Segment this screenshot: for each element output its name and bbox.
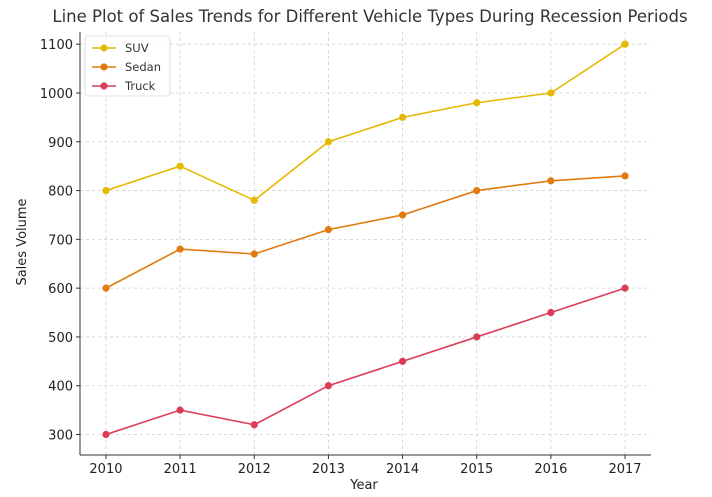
x-tick-label: 2015 — [460, 462, 493, 477]
y-tick-label: 500 — [48, 331, 73, 346]
series-line-truck — [105, 287, 626, 436]
grid-lines — [80, 32, 651, 455]
data-point-suv — [621, 40, 629, 48]
series-suv — [102, 40, 629, 204]
x-axis-label: Year — [349, 478, 378, 493]
data-point-suv — [324, 138, 333, 146]
chart-title: Line Plot of Sales Trends for Different … — [52, 7, 687, 26]
x-tick-label: 2017 — [608, 462, 641, 477]
data-point-truck — [473, 333, 481, 341]
data-point-sedan — [398, 211, 407, 219]
data-point-suv — [473, 99, 481, 107]
x-tick-label: 2013 — [312, 462, 345, 477]
data-point-sedan — [324, 225, 333, 234]
y-tick-label: 1100 — [40, 38, 73, 53]
data-point-truck — [102, 430, 110, 439]
data-point-truck — [621, 284, 629, 292]
data-point-suv — [102, 186, 110, 195]
x-tick-label: 2011 — [164, 462, 197, 477]
legend-label-suv: SUV — [125, 41, 149, 55]
data-point-sedan — [473, 186, 481, 195]
data-point-truck — [324, 382, 333, 390]
data-point-truck — [398, 357, 407, 365]
x-tick-label: 2012 — [238, 462, 271, 477]
y-tick-label: 400 — [48, 380, 73, 395]
x-tick-label: 2016 — [534, 462, 567, 477]
data-point-truck — [547, 308, 555, 317]
y-axis-label: Sales Volume — [15, 198, 30, 285]
y-tick-label: 900 — [48, 136, 73, 151]
legend-swatch-marker-suv — [100, 44, 108, 52]
y-tick-label: 1000 — [40, 87, 73, 102]
data-point-sedan — [250, 250, 258, 258]
axes: 300 400 500 600 700 800 900 1000 1100 2010 2011 201… — [40, 32, 651, 477]
y-tick-label: 300 — [48, 429, 73, 444]
legend-label-sedan: Sedan — [125, 60, 161, 74]
y-tick-label: 600 — [48, 282, 73, 297]
x-tick-label: 2010 — [89, 462, 122, 477]
legend-swatch-marker-sedan — [100, 63, 108, 71]
data-point-truck — [250, 421, 258, 429]
data-point-suv — [398, 113, 407, 121]
data-point-sedan — [621, 172, 629, 180]
data-point-sedan — [176, 245, 184, 253]
data-point-suv — [176, 162, 184, 170]
legend-label-truck: Truck — [124, 79, 156, 93]
data-point-sedan — [102, 284, 110, 292]
series-sedan — [102, 172, 629, 292]
legend: SUV Sedan Truck — [84, 35, 171, 97]
data-point-sedan — [547, 177, 555, 185]
series-line-sedan — [105, 175, 626, 289]
data-point-suv — [547, 89, 555, 97]
data-point-suv — [250, 196, 258, 204]
x-tick-label: 2014 — [386, 462, 419, 477]
y-tick-label: 700 — [48, 233, 73, 248]
data-point-truck — [176, 406, 184, 414]
y-tick-label: 800 — [48, 185, 73, 200]
legend-box — [84, 35, 171, 97]
series-line-suv — [105, 43, 626, 202]
series-truck — [102, 284, 629, 439]
data-series — [102, 40, 629, 439]
legend-swatch-marker-truck — [100, 82, 108, 90]
